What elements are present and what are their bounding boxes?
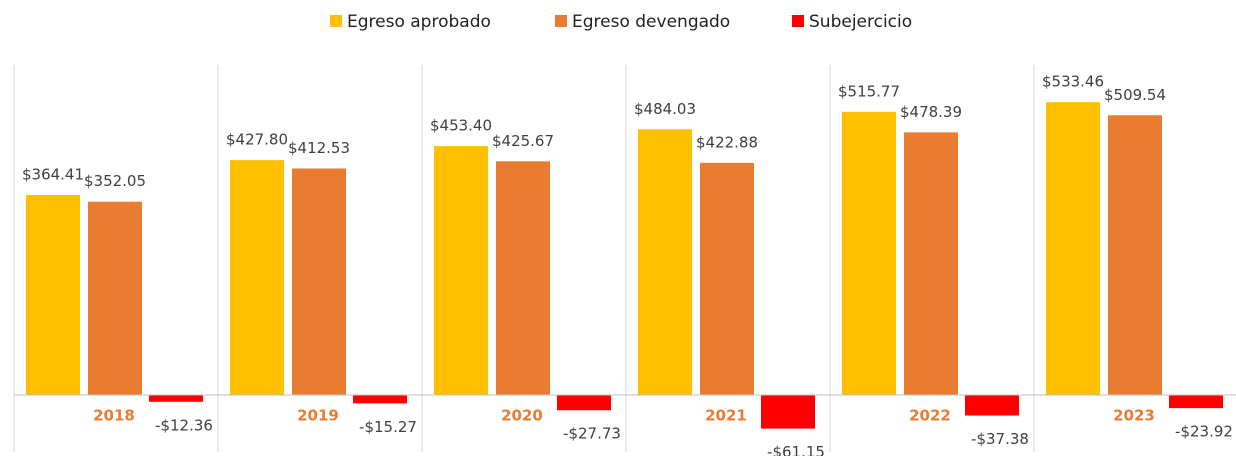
category-label: 2023 <box>1113 407 1155 425</box>
data-label: -$27.73 <box>563 425 621 443</box>
data-label: $478.39 <box>900 103 962 121</box>
data-label: $412.53 <box>288 139 350 157</box>
bar <box>700 162 754 395</box>
bar <box>353 395 407 404</box>
bar <box>26 194 80 395</box>
legend-label: Egreso aprobado <box>347 12 491 32</box>
bar <box>1108 115 1162 395</box>
data-label: $427.80 <box>226 131 288 149</box>
bar <box>496 161 550 395</box>
bar <box>761 395 815 429</box>
legend-label: Egreso devengado <box>572 12 730 32</box>
bar <box>1169 395 1223 409</box>
data-label: $515.77 <box>838 82 900 100</box>
legend-swatch <box>330 15 342 27</box>
bar <box>292 168 346 395</box>
bar <box>965 395 1019 416</box>
bar <box>230 160 284 395</box>
data-label: $533.46 <box>1042 73 1104 91</box>
data-label: $352.05 <box>84 172 146 190</box>
data-label: -$23.92 <box>1175 423 1233 441</box>
data-label: -$61.15 <box>767 443 825 456</box>
data-label: -$15.27 <box>359 418 417 436</box>
data-label: $453.40 <box>430 117 492 135</box>
legend-label: Subejercicio <box>809 12 912 32</box>
category-label: 2019 <box>297 407 339 425</box>
legend-swatch <box>555 15 567 27</box>
bar <box>557 395 611 411</box>
bar <box>434 146 488 395</box>
data-label: $484.03 <box>634 100 696 118</box>
bar <box>1046 102 1100 395</box>
data-label: -$12.36 <box>155 416 213 434</box>
category-label: 2020 <box>501 407 543 425</box>
data-label: $364.41 <box>22 165 84 183</box>
data-label: -$37.38 <box>971 430 1029 448</box>
bar <box>904 132 958 395</box>
data-label: $509.54 <box>1104 86 1166 104</box>
bar <box>149 395 203 402</box>
data-label: $425.67 <box>492 132 554 150</box>
legend-swatch <box>792 15 804 27</box>
bar <box>842 111 896 395</box>
category-label: 2021 <box>705 407 747 425</box>
bar <box>638 129 692 396</box>
bar <box>88 201 142 395</box>
data-label: $422.88 <box>696 133 758 151</box>
category-label: 2018 <box>93 407 135 425</box>
category-label: 2022 <box>909 407 951 425</box>
